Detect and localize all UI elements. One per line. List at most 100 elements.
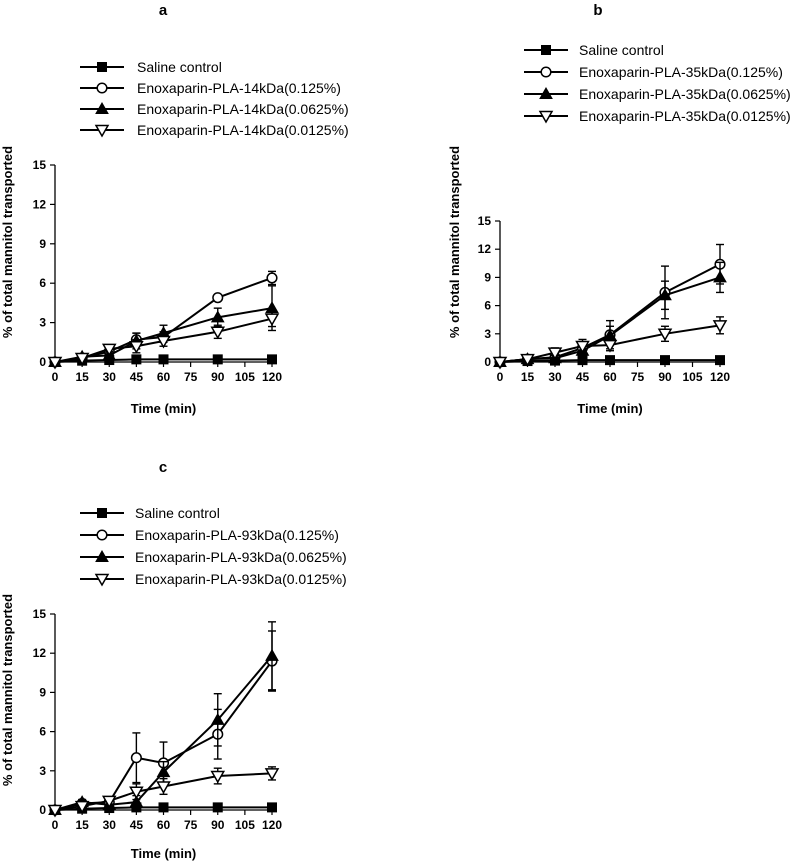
data-point [210,326,226,340]
data-point [47,804,63,818]
legend-marker [97,508,107,518]
data-point [520,353,535,367]
data-point [715,355,725,366]
x-tick-label: 60 [603,370,617,384]
x-tick-label: 90 [658,370,672,384]
x-tick-label: 105 [235,818,255,832]
panel-letter: a [159,2,168,19]
data-point [212,292,224,304]
y-tick-label: 9 [39,237,46,251]
data-point [264,313,280,327]
x-tick-label: 120 [710,370,730,384]
series-2 [49,270,278,368]
data-point [575,340,590,354]
y-tick-label: 12 [478,242,492,256]
legend-item: Enoxaparin-PLA-14kDa(0.0625%) [80,101,349,117]
data-point [74,352,90,366]
legend-marker [96,82,108,94]
data-point [131,354,142,365]
y-tick-label: 0 [484,355,491,369]
data-point [156,765,171,778]
data-point [657,328,673,342]
y-axis-title: % of total mannitol transported [0,594,15,786]
y-tick-label: 12 [33,197,47,211]
x-tick-label: 45 [130,818,144,832]
data-point [210,770,226,784]
data-point [602,339,618,353]
y-tick-label: 15 [33,158,47,172]
legend-marker [540,66,552,78]
chart-panel-b: b Saline control Enoxaparin-PLA-35kDa(0.12… [447,2,791,416]
legend-label: Enoxaparin-PLA-35kDa(0.125%) [579,64,783,80]
legend-item: Enoxaparin-PLA-35kDa(0.125%) [524,64,783,80]
legend-label: Enoxaparin-PLA-14kDa(0.0125%) [137,122,349,138]
x-tick-label: 105 [235,370,255,384]
legend-item: Enoxaparin-PLA-93kDa(0.125%) [80,527,339,543]
x-tick-label: 60 [157,370,171,384]
chart-panel-c: c Saline control Enoxaparin-PLA-93kDa(0.12… [0,459,347,861]
legend-label: Enoxaparin-PLA-14kDa(0.125%) [137,80,341,96]
y-tick-label: 0 [39,803,46,817]
x-tick-label: 75 [184,818,198,832]
x-tick-label: 120 [262,370,282,384]
data-point [267,802,277,813]
data-point [158,802,169,813]
data-point [266,272,278,284]
legend-label: Enoxaparin-PLA-93kDa(0.0125%) [135,571,347,587]
legend-marker [538,110,554,124]
y-tick-label: 3 [39,316,46,330]
legend-item: Saline control [80,505,220,521]
legend-label: Enoxaparin-PLA-35kDa(0.0125%) [579,108,791,124]
legend-label: Enoxaparin-PLA-93kDa(0.125%) [135,527,339,543]
legend-label: Saline control [579,42,664,58]
data-point [129,786,144,800]
legend-label: Saline control [135,505,220,521]
legend-item: Enoxaparin-PLA-35kDa(0.0625%) [524,86,791,102]
data-point [47,356,63,370]
x-tick-label: 90 [211,370,225,384]
x-tick-label: 120 [262,818,282,832]
data-point [264,768,280,781]
x-tick-label: 0 [497,370,504,384]
legend-marker [97,62,107,72]
data-point [547,347,563,361]
data-point [492,356,508,370]
legend-marker [94,124,110,138]
x-tick-label: 30 [103,370,117,384]
legend-item: Saline control [524,42,664,58]
data-point [129,795,144,808]
x-tick-label: 60 [157,818,171,832]
data-point [129,340,144,354]
data-point [212,802,223,813]
x-tick-label: 75 [184,370,198,384]
y-tick-label: 6 [39,725,46,739]
data-point [212,354,223,365]
y-tick-label: 12 [33,646,47,660]
legend-item: Saline control [80,59,222,75]
legend-label: Enoxaparin-PLA-93kDa(0.0625%) [135,549,347,565]
x-tick-label: 75 [631,370,645,384]
chart-panel-a: a Saline control Enoxaparin-PLA-14kDa(0.12… [0,2,349,416]
series-4 [47,766,280,818]
series-4 [492,316,728,370]
x-tick-label: 45 [576,370,590,384]
y-tick-label: 6 [39,276,46,290]
data-point [156,781,171,794]
legend-item: Enoxaparin-PLA-35kDa(0.0125%) [524,108,791,124]
data-point [74,800,90,814]
y-tick-label: 6 [484,299,491,313]
legend-item: Enoxaparin-PLA-14kDa(0.125%) [80,80,341,96]
legend-marker [95,101,109,114]
data-point [101,343,117,357]
y-axis-title: % of total mannitol transported [0,146,15,338]
panel-letter: b [593,2,602,19]
x-tick-label: 45 [130,370,144,384]
legend-marker [539,86,553,99]
panel-letter: c [159,459,167,476]
x-tick-label: 15 [521,370,535,384]
x-tick-label: 30 [103,818,117,832]
legend-marker [94,573,110,587]
legend-label: Enoxaparin-PLA-14kDa(0.0625%) [137,101,349,117]
legend-label: Saline control [137,59,222,75]
